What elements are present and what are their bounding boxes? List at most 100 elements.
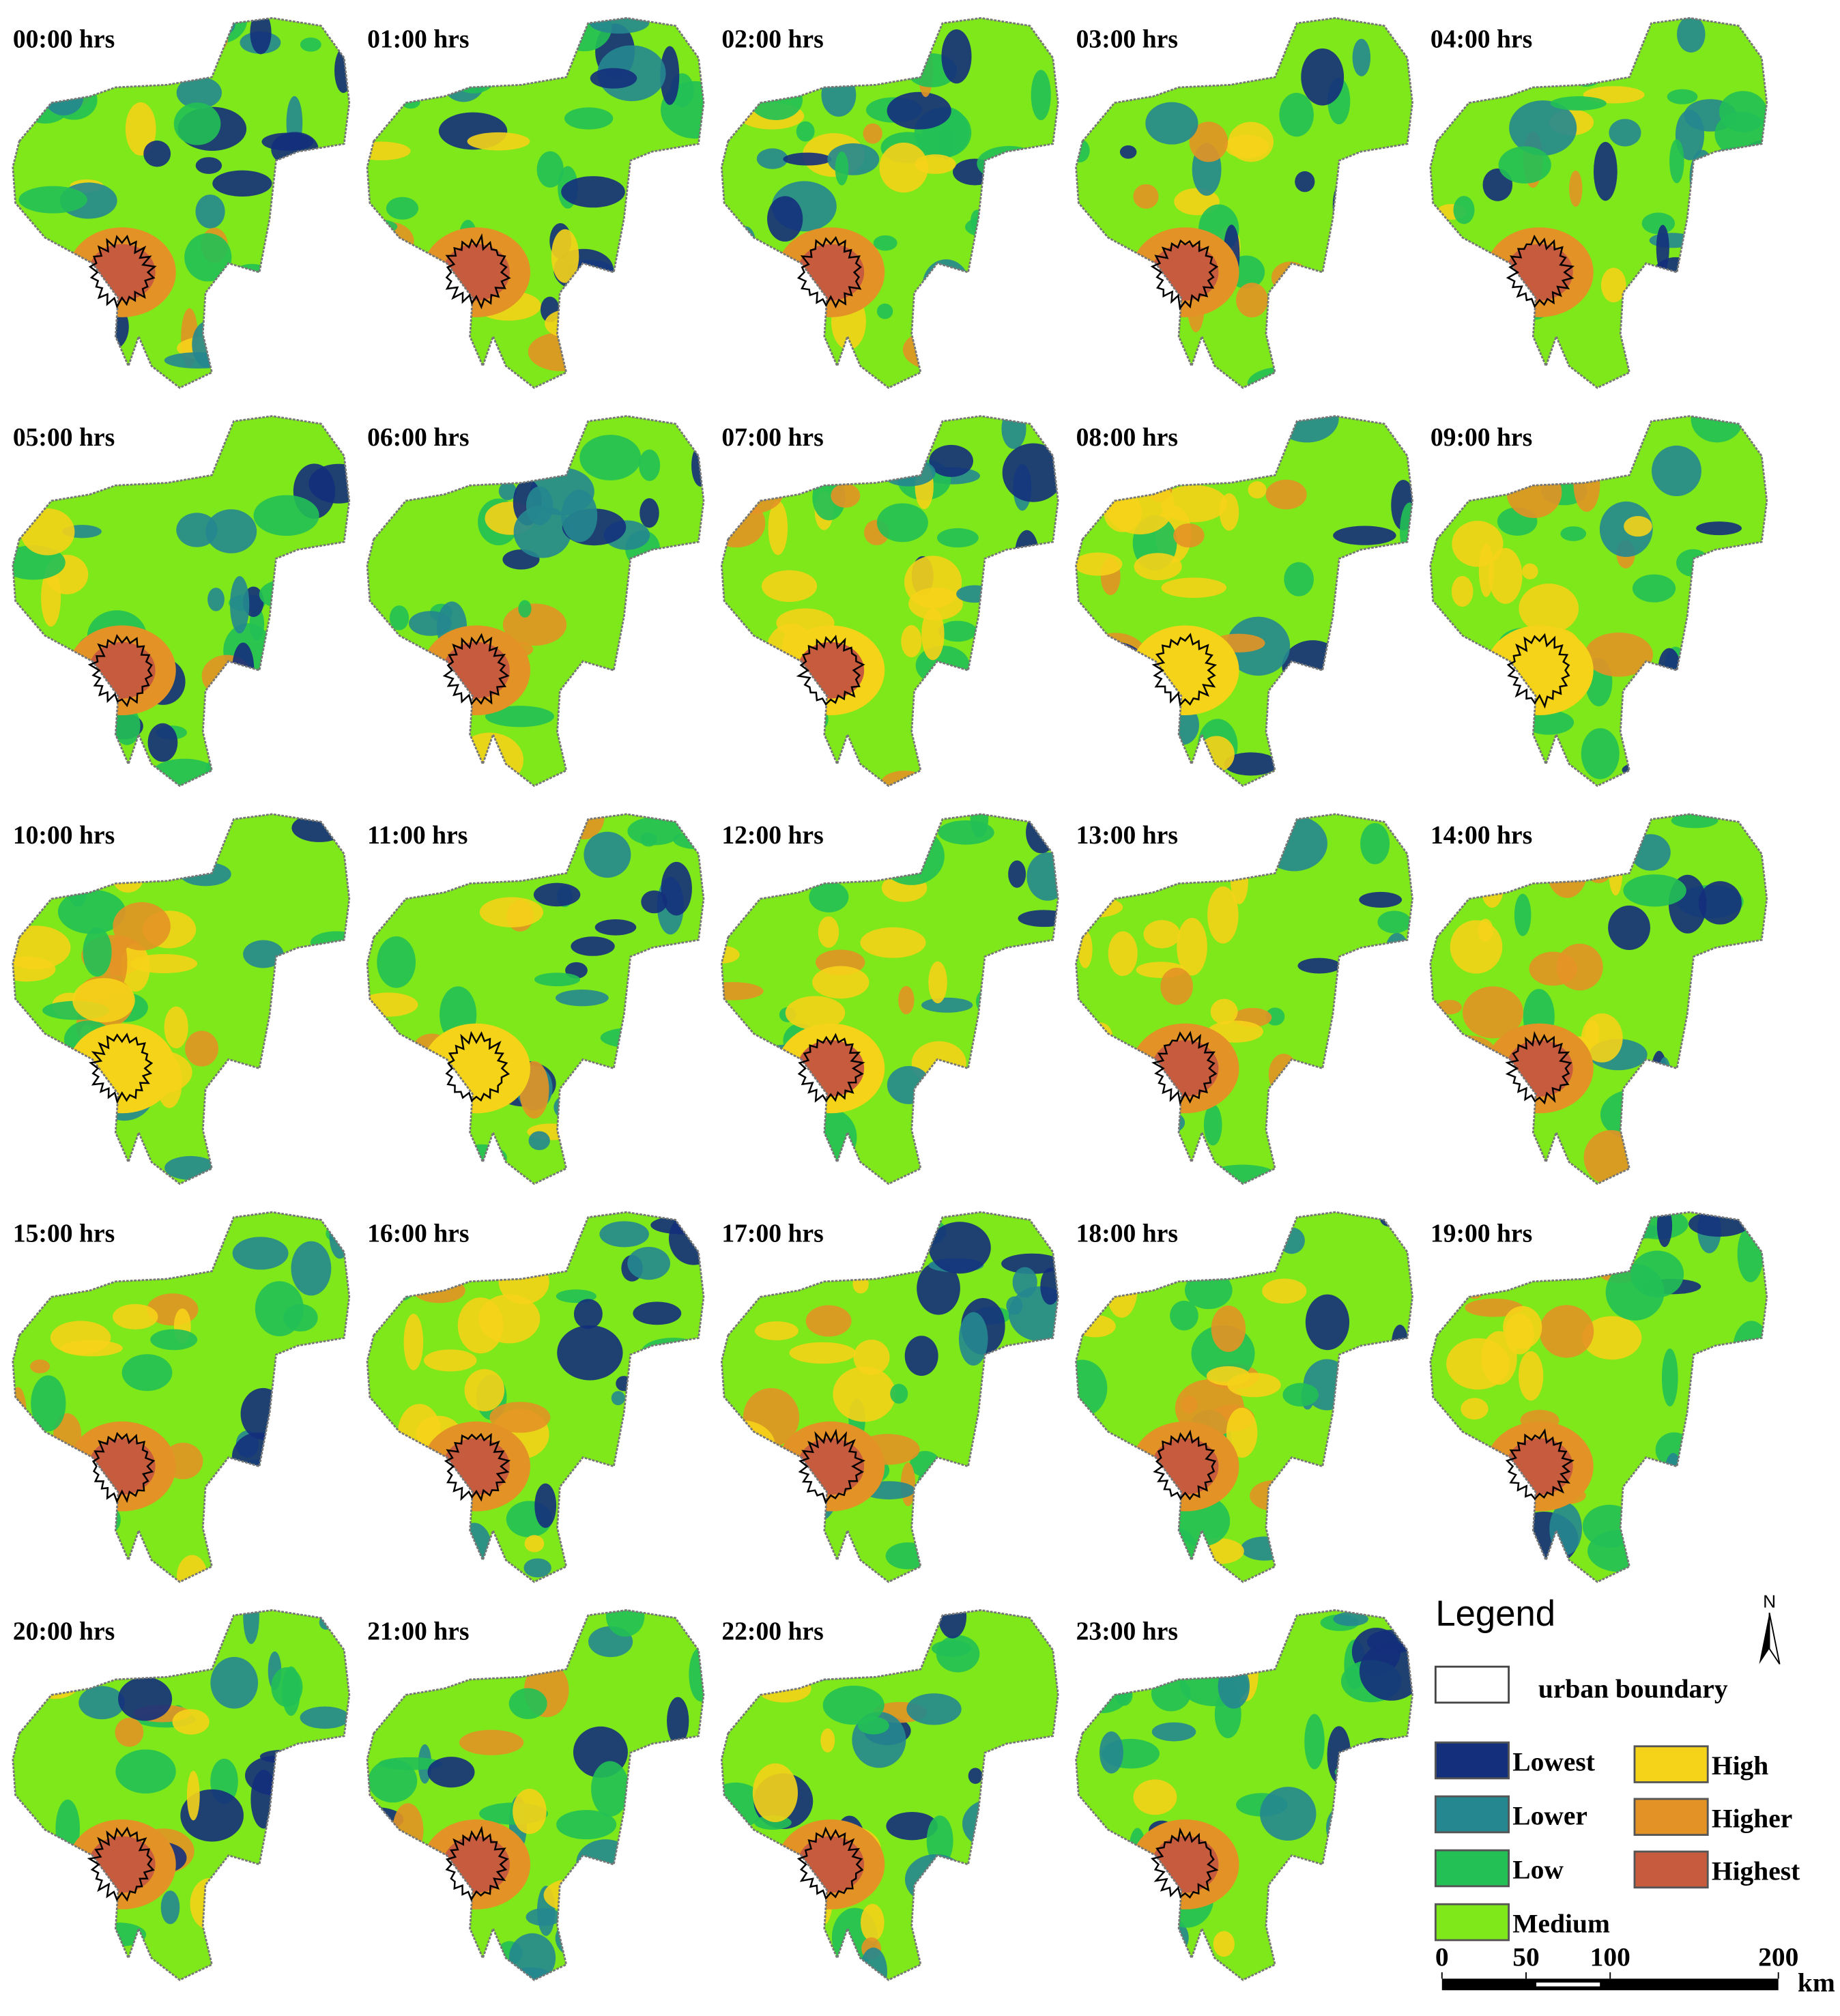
zone [12,1648,51,1686]
zone [489,1402,551,1433]
zone [295,758,336,786]
zone [31,1375,66,1432]
region-outline [1075,17,1413,389]
zone [372,1275,401,1306]
zone [1262,1278,1307,1304]
class-label: Lower [1512,1801,1587,1831]
zone [243,1610,259,1644]
zone [1076,449,1121,504]
zone [863,123,882,144]
zone [1304,1714,1325,1770]
zone [1359,1641,1413,1701]
zone [403,1313,424,1370]
zone [1014,530,1039,581]
panel-label: 08:00 hrs [1076,423,1178,452]
map-panel: 11:00 hrs [366,813,705,1185]
zone [12,846,42,875]
zone [291,1241,332,1296]
panel-label: 02:00 hrs [721,25,823,54]
urban-boundary [797,1033,865,1103]
zone [1632,574,1676,603]
zone [1078,1960,1130,1981]
zone [1076,1473,1120,1491]
map-panel: 22:00 hrs [720,1609,1059,1981]
panel-label: 04:00 hrs [1431,25,1532,54]
urban-boundary [798,1428,865,1504]
region-outline [1075,415,1413,788]
zone [1076,1923,1106,1981]
urban-boundary [445,233,511,310]
zone [957,1094,975,1126]
zone [300,1706,349,1729]
zone [1087,346,1140,388]
region-outline [720,415,1059,788]
zone [1085,48,1110,102]
zone [225,1880,281,1929]
zone [721,725,736,739]
zone [526,1907,562,1927]
zone [286,624,304,661]
zone [588,753,650,773]
zone [367,1662,395,1709]
zone [1564,46,1608,87]
zone [1240,1536,1289,1561]
urban-boundary [87,1826,155,1902]
zone [968,1768,983,1784]
zone [1667,89,1698,104]
zone [977,145,1041,182]
zone [113,867,143,893]
zone [1279,92,1314,137]
scale-bar-segment [1536,1982,1600,1987]
zone [40,1151,107,1168]
zone [176,76,222,109]
zone [831,483,861,508]
zone [1315,1873,1332,1904]
zone [1236,283,1268,318]
zone [478,1294,541,1344]
zone [1430,1528,1468,1582]
zone [876,503,928,543]
zone [545,308,596,339]
zone [164,352,233,369]
zone [1453,196,1475,225]
zone [1359,650,1395,679]
zone [1241,1610,1288,1652]
panel-label: 09:00 hrs [1431,423,1532,452]
urban-boundary [1505,1031,1572,1105]
zone [41,1953,79,1981]
zone [1137,1137,1175,1163]
zone [878,827,945,885]
zone [1011,1533,1029,1568]
zone [455,732,523,786]
zone [721,1568,751,1582]
zone [638,704,679,728]
zone [632,646,691,660]
zone [1569,171,1583,207]
class-label: Highest [1712,1856,1800,1886]
zone [121,1354,173,1392]
zone [1362,1381,1413,1427]
urban-boundary [87,633,153,708]
zone [1310,359,1332,388]
zone [1355,572,1370,620]
zone [1497,326,1523,340]
base-zone [1430,18,1767,388]
zone [555,1915,621,1961]
zone [1450,698,1464,744]
zone [83,927,112,977]
zone [938,620,977,642]
zone [377,936,416,988]
zone [367,714,385,736]
zone [398,361,450,377]
zone [633,1301,682,1325]
zone [1504,328,1531,362]
zone [1560,526,1587,541]
zone [275,1866,289,1891]
zone [1581,728,1620,779]
zone [281,1666,300,1716]
zone [367,219,398,234]
zone [674,325,704,345]
base-zone [367,813,704,1184]
zone [1003,1447,1032,1502]
